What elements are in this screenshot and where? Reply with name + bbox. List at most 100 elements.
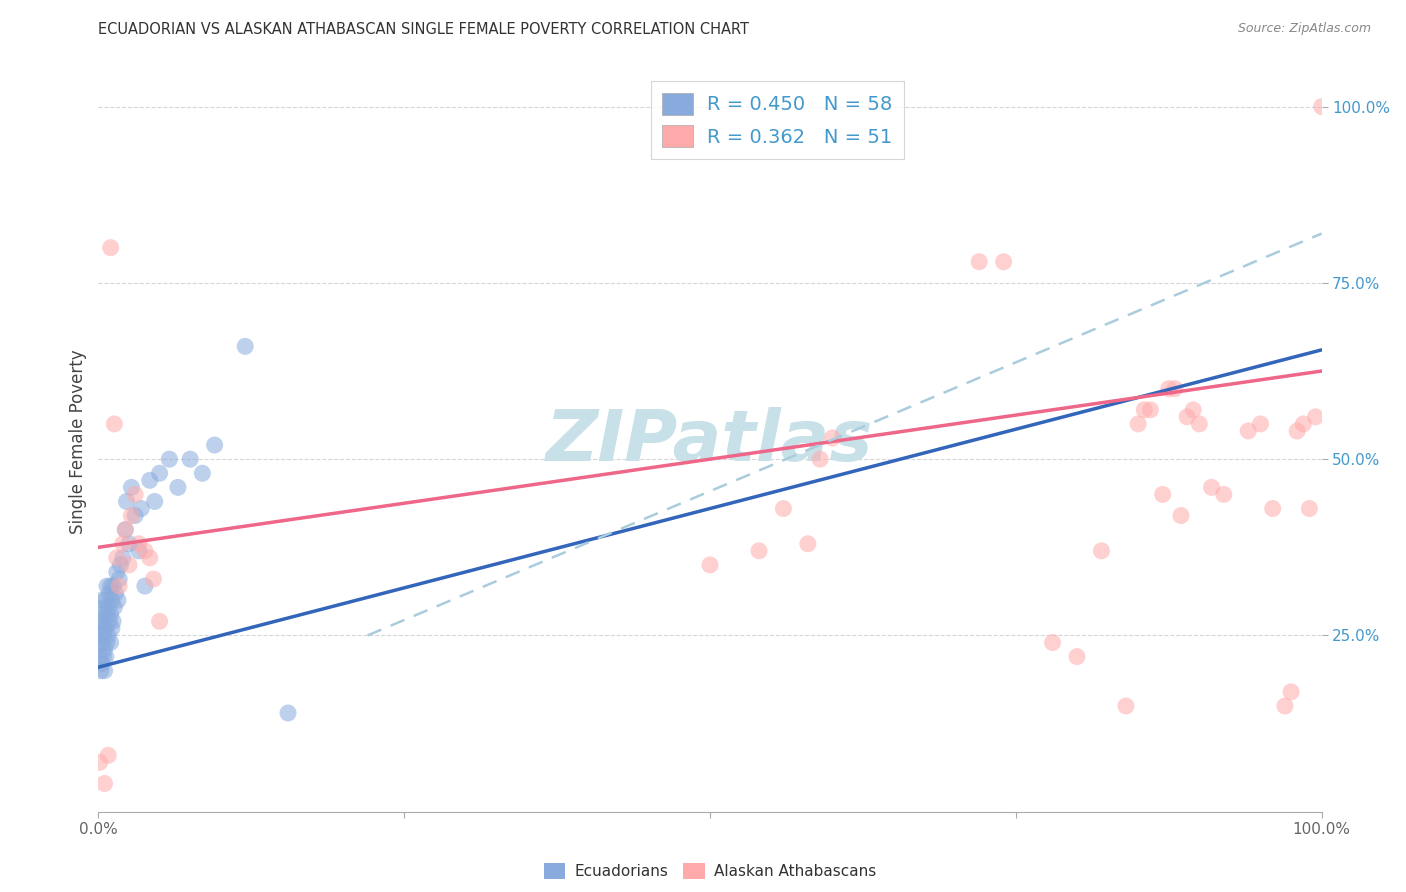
Point <box>93 664 115 678</box>
Point <box>115 494 138 508</box>
Point <box>129 501 152 516</box>
Point <box>1157 382 1180 396</box>
Point <box>1237 424 1260 438</box>
Point <box>191 467 214 481</box>
Point <box>101 593 124 607</box>
Point <box>105 565 128 579</box>
Point <box>967 254 990 268</box>
Point <box>128 544 150 558</box>
Point <box>90 615 112 629</box>
Point <box>93 600 115 615</box>
Point <box>91 628 114 642</box>
Point <box>167 480 190 494</box>
Point <box>90 664 112 678</box>
Point <box>93 642 115 657</box>
Point <box>1182 402 1205 417</box>
Point <box>1212 487 1234 501</box>
Point <box>94 621 117 635</box>
Point <box>110 558 132 572</box>
Point <box>97 600 120 615</box>
Text: ECUADORIAN VS ALASKAN ATHABASCAN SINGLE FEMALE POVERTY CORRELATION CHART: ECUADORIAN VS ALASKAN ATHABASCAN SINGLE … <box>98 22 749 37</box>
Point <box>118 537 141 551</box>
Point <box>139 550 162 565</box>
Point <box>94 649 117 664</box>
Point <box>993 254 1015 268</box>
Point <box>748 544 770 558</box>
Legend: Ecuadorians, Alaskan Athabascans: Ecuadorians, Alaskan Athabascans <box>537 857 883 886</box>
Point <box>91 635 114 649</box>
Point <box>1115 698 1137 713</box>
Point <box>1279 685 1302 699</box>
Point <box>134 544 156 558</box>
Point <box>98 586 121 600</box>
Point <box>100 635 122 649</box>
Point <box>233 339 256 353</box>
Point <box>91 657 114 671</box>
Point <box>1274 698 1296 713</box>
Point <box>101 621 124 635</box>
Point <box>89 756 111 770</box>
Point <box>1286 424 1309 438</box>
Point <box>100 241 122 255</box>
Point <box>96 607 118 622</box>
Point <box>96 579 118 593</box>
Point <box>100 607 122 622</box>
Point <box>1310 100 1333 114</box>
Point <box>108 572 131 586</box>
Point <box>97 748 120 763</box>
Point <box>134 579 156 593</box>
Point <box>797 537 820 551</box>
Point <box>772 501 794 516</box>
Point <box>142 572 165 586</box>
Point <box>1133 402 1156 417</box>
Point <box>107 593 129 607</box>
Point <box>277 706 299 720</box>
Point <box>90 635 112 649</box>
Point <box>821 431 844 445</box>
Point <box>114 523 136 537</box>
Point <box>91 615 114 629</box>
Text: Source: ZipAtlas.com: Source: ZipAtlas.com <box>1237 22 1371 36</box>
Point <box>149 615 172 629</box>
Point <box>1201 480 1223 494</box>
Point <box>89 649 111 664</box>
Point <box>104 586 127 600</box>
Point <box>1261 501 1284 516</box>
Point <box>808 452 831 467</box>
Point <box>114 523 136 537</box>
Point <box>128 537 150 551</box>
Point <box>108 579 131 593</box>
Point <box>124 487 146 501</box>
Point <box>94 593 117 607</box>
Point <box>103 417 125 431</box>
Point <box>1292 417 1315 431</box>
Point <box>1164 382 1187 396</box>
Point <box>1298 501 1320 516</box>
Point <box>124 508 146 523</box>
Point <box>1170 508 1192 523</box>
Point <box>120 508 142 523</box>
Point <box>179 452 201 467</box>
Point <box>91 649 114 664</box>
Point <box>105 550 128 565</box>
Point <box>101 615 124 629</box>
Text: ZIPatlas: ZIPatlas <box>547 407 873 476</box>
Point <box>1175 409 1198 424</box>
Point <box>149 467 172 481</box>
Point <box>1249 417 1271 431</box>
Point <box>1066 649 1088 664</box>
Point <box>97 628 120 642</box>
Point <box>91 593 114 607</box>
Point <box>111 550 134 565</box>
Point <box>103 600 125 615</box>
Point <box>100 579 122 593</box>
Point <box>101 579 124 593</box>
Point <box>1188 417 1211 431</box>
Point <box>89 628 111 642</box>
Y-axis label: Single Female Poverty: Single Female Poverty <box>69 350 87 533</box>
Point <box>139 473 162 487</box>
Point <box>1128 417 1150 431</box>
Point <box>1305 409 1327 424</box>
Point <box>96 635 118 649</box>
Point <box>111 537 134 551</box>
